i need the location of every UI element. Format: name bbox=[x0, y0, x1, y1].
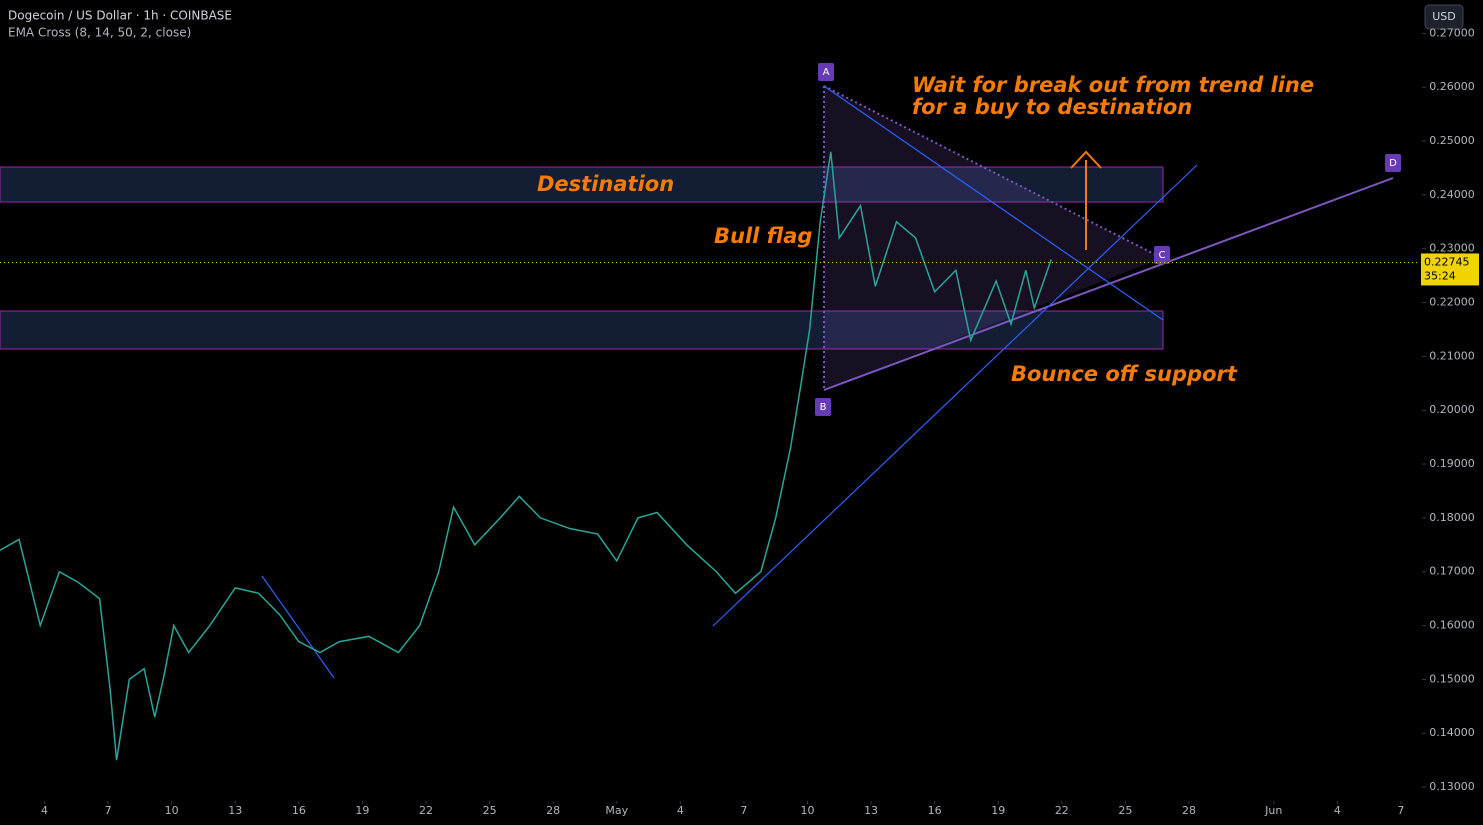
chart-title: Dogecoin / US Dollar · 1h · COINBASE bbox=[8, 9, 232, 23]
x-tick-label: 4 bbox=[677, 804, 684, 817]
price-line bbox=[0, 151, 1052, 761]
point-badge bbox=[1154, 246, 1170, 264]
y-tick-label: 0.26000 bbox=[1429, 80, 1475, 93]
arrow-head bbox=[1070, 150, 1102, 169]
y-tick-label: 0.18000 bbox=[1429, 511, 1475, 524]
y-tick-label: 0.17000 bbox=[1429, 565, 1475, 578]
annotation: Destination bbox=[537, 172, 674, 196]
y-tick-label: 0.13000 bbox=[1429, 780, 1475, 793]
y-tick-label: 0.19000 bbox=[1429, 457, 1475, 470]
y-tick-label: 0.16000 bbox=[1429, 619, 1475, 632]
x-tick-label: 25 bbox=[483, 804, 497, 817]
y-tick-label: 0.14000 bbox=[1429, 726, 1475, 739]
x-tick-label: 7 bbox=[1397, 804, 1404, 817]
point-label: D bbox=[1389, 158, 1397, 169]
y-tick-label: 0.25000 bbox=[1429, 134, 1475, 147]
x-tick-label: 16 bbox=[928, 804, 942, 817]
y-tick-label: 0.15000 bbox=[1429, 672, 1475, 685]
indicator-label: EMA Cross (8, 14, 50, 2, close) bbox=[8, 26, 191, 40]
point-label: B bbox=[820, 402, 827, 413]
annotation: Bounce off support bbox=[1011, 362, 1238, 386]
x-tick-label: 10 bbox=[165, 804, 179, 817]
flag-triangle bbox=[824, 86, 1162, 390]
x-tick-label: 22 bbox=[1055, 804, 1069, 817]
annotation: Bull flag bbox=[714, 224, 812, 248]
x-tick-label: 28 bbox=[546, 804, 560, 817]
last-price-badge bbox=[1421, 253, 1479, 286]
last-price: 0.22745 bbox=[1424, 255, 1470, 268]
resistance-line bbox=[823, 85, 1164, 321]
currency-button[interactable] bbox=[1424, 4, 1464, 30]
point-badge bbox=[815, 398, 831, 416]
y-tick-label: 0.27000 bbox=[1429, 26, 1475, 39]
annotation: for a buy to destination bbox=[912, 95, 1192, 119]
point-badge bbox=[1385, 154, 1401, 172]
trend-line bbox=[823, 177, 1394, 391]
x-tick-label: 19 bbox=[355, 804, 369, 817]
destination-zone bbox=[0, 166, 1164, 203]
x-tick-label: 7 bbox=[105, 804, 112, 817]
x-tick-label: 13 bbox=[228, 804, 242, 817]
point-badge bbox=[818, 63, 834, 81]
countdown: 35:24 bbox=[1424, 269, 1456, 282]
triangle-edge bbox=[823, 85, 1163, 259]
x-tick-label: 19 bbox=[991, 804, 1005, 817]
point-label: A bbox=[823, 67, 830, 78]
currency-label[interactable]: USD bbox=[1432, 10, 1456, 23]
x-tick-label: Jun bbox=[1264, 804, 1282, 817]
x-tick-label: 16 bbox=[292, 804, 306, 817]
x-tick-label: May bbox=[605, 804, 628, 817]
y-tick-label: 0.21000 bbox=[1429, 349, 1475, 362]
x-tick-label: 25 bbox=[1118, 804, 1132, 817]
annotation: Wait for break out from trend line bbox=[912, 73, 1314, 97]
x-tick-label: 13 bbox=[864, 804, 878, 817]
y-tick-label: 0.20000 bbox=[1429, 403, 1475, 416]
x-tick-label: 22 bbox=[419, 804, 433, 817]
y-tick-label: 0.23000 bbox=[1429, 242, 1475, 255]
support-line bbox=[712, 164, 1198, 627]
x-tick-label: 4 bbox=[1334, 804, 1341, 817]
point-label: C bbox=[1159, 250, 1166, 261]
x-tick-label: 7 bbox=[740, 804, 747, 817]
y-tick-label: 0.24000 bbox=[1429, 188, 1475, 201]
x-tick-label: 28 bbox=[1182, 804, 1196, 817]
x-tick-label: 4 bbox=[41, 804, 48, 817]
x-tick-label: 10 bbox=[800, 804, 814, 817]
trend-line bbox=[261, 575, 335, 679]
y-tick-label: 0.22000 bbox=[1429, 296, 1475, 309]
